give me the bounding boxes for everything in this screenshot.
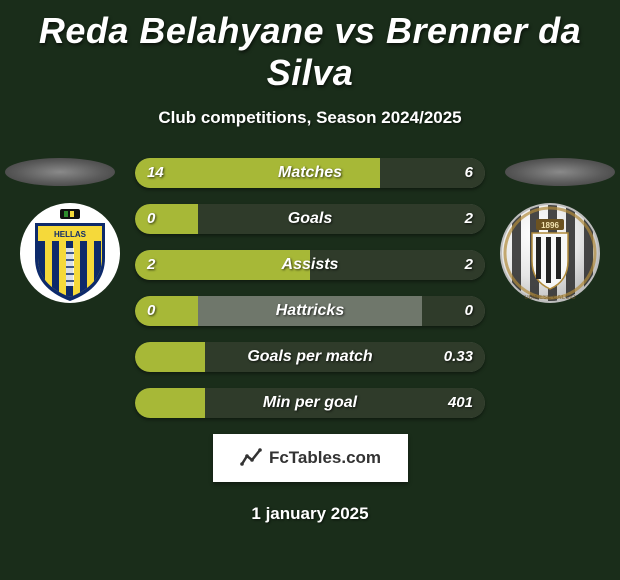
stat-row: Hattricks0 0	[135, 296, 485, 326]
stat-value-right: 2	[465, 250, 473, 280]
svg-text:1896: 1896	[541, 221, 559, 230]
udinese-crest-icon: 1896 UDINESE CALCIO	[500, 203, 600, 303]
stat-value-right: 0.33	[444, 342, 473, 372]
stat-value-left: 2	[147, 250, 155, 280]
stat-row: Goals per match0.33	[135, 342, 485, 372]
stat-value-right: 2	[465, 204, 473, 234]
team-crest-left: HELLAS VERONA	[20, 203, 120, 303]
stat-value-right: 6	[465, 158, 473, 188]
stat-row: Goals0 2	[135, 204, 485, 234]
stat-label: Assists	[135, 250, 485, 280]
fctables-logo-text: FcTables.com	[269, 448, 381, 468]
svg-text:HELLAS: HELLAS	[54, 230, 87, 239]
team-crest-right: 1896 UDINESE CALCIO	[500, 203, 600, 303]
page-title: Reda Belahyane vs Brenner da Silva	[0, 0, 620, 94]
stat-row: Assists2 2	[135, 250, 485, 280]
stat-value-left: 0	[147, 296, 155, 326]
stat-label: Hattricks	[135, 296, 485, 326]
fctables-logo: FcTables.com	[213, 434, 408, 482]
stat-label: Matches	[135, 158, 485, 188]
stat-value-left: 0	[147, 204, 155, 234]
shadow-ellipse-right	[505, 158, 615, 186]
footer-date: 1 january 2025	[0, 504, 620, 524]
stat-label: Goals	[135, 204, 485, 234]
stat-label: Min per goal	[135, 388, 485, 418]
stat-label: Goals per match	[135, 342, 485, 372]
shadow-ellipse-left	[5, 158, 115, 186]
chart-icon	[239, 446, 263, 470]
stat-row: Matches14 6	[135, 158, 485, 188]
stats-bars: Matches146Goals02Assists22Hattricks00Goa…	[135, 158, 485, 418]
stat-value-left: 14	[147, 158, 164, 188]
svg-text:UDINESE CALCIO: UDINESE CALCIO	[524, 295, 576, 301]
hellas-verona-crest-icon: HELLAS VERONA	[20, 203, 120, 303]
stat-row: Min per goal401	[135, 388, 485, 418]
page-subtitle: Club competitions, Season 2024/2025	[0, 108, 620, 128]
stat-value-right: 401	[448, 388, 473, 418]
stat-value-right: 0	[465, 296, 473, 326]
comparison-content: HELLAS VERONA	[0, 158, 620, 418]
